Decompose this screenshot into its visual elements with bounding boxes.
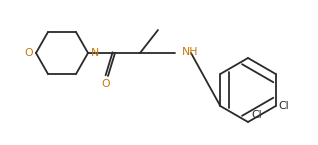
Text: Cl: Cl [251,110,262,120]
Text: O: O [25,48,33,58]
Text: NH: NH [182,47,198,57]
Text: N: N [91,48,99,58]
Text: Cl: Cl [279,101,289,111]
Text: O: O [102,79,110,89]
